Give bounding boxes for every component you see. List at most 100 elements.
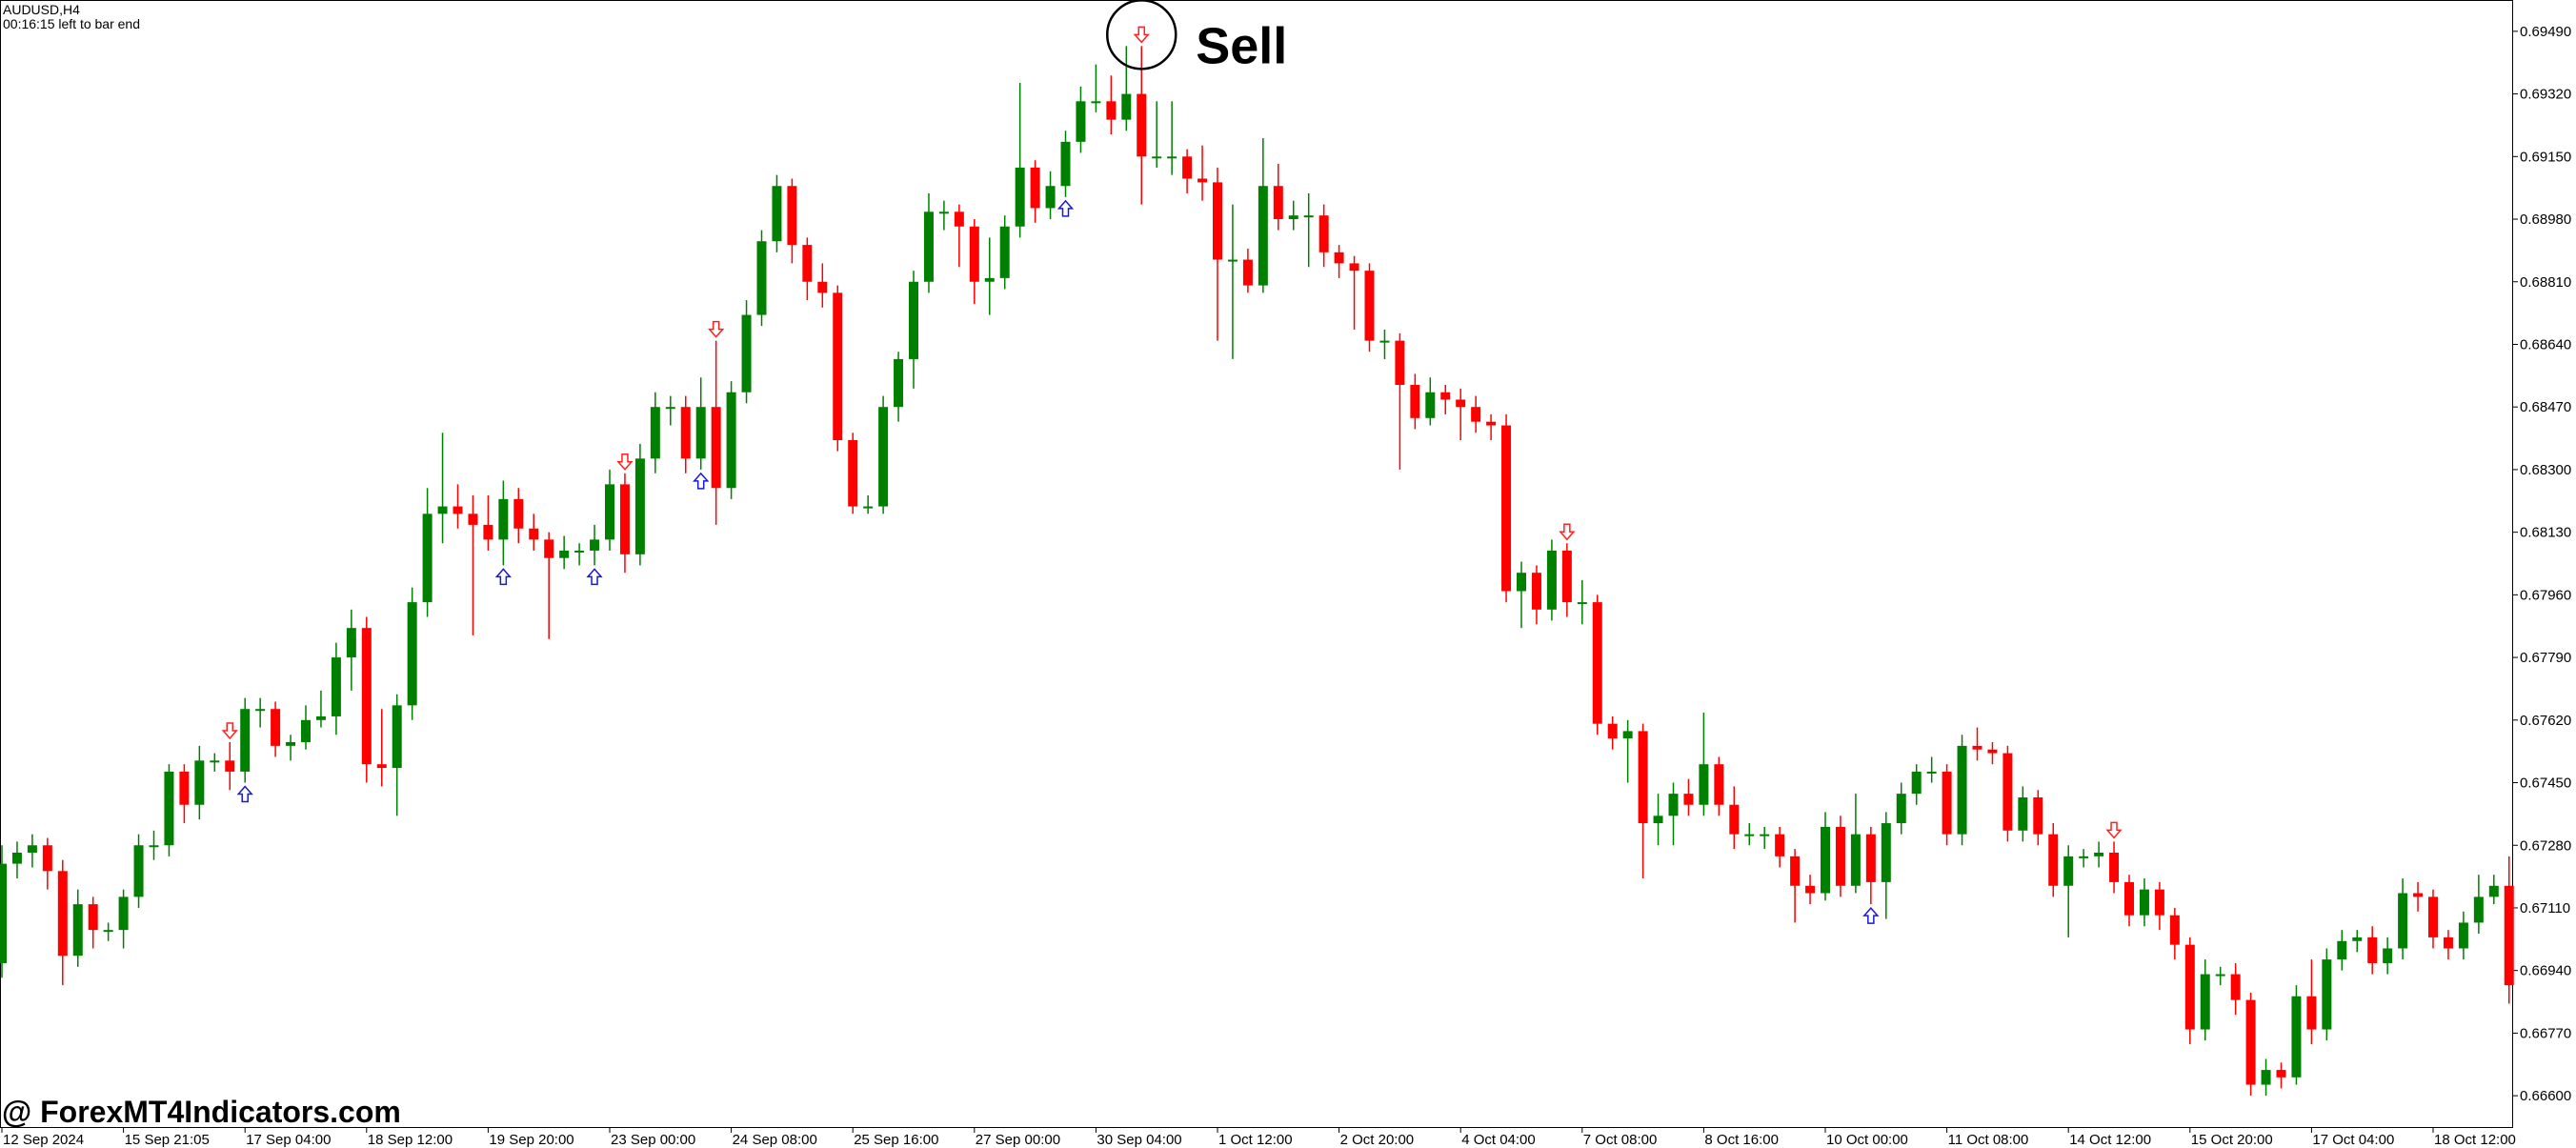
candle-body bbox=[513, 498, 524, 529]
x-tick-label: 11 Oct 08:00 bbox=[1948, 1132, 2029, 1148]
candle-body bbox=[711, 407, 721, 489]
x-tick-label: 15 Sep 21:05 bbox=[125, 1132, 210, 1148]
sell-arrow bbox=[2105, 821, 2123, 839]
candle-body bbox=[103, 930, 113, 933]
sell-arrow bbox=[616, 453, 634, 471]
watermark: @ ForexMT4Indicators.com bbox=[2, 1095, 401, 1129]
y-tick-label: 0.68470 bbox=[2520, 399, 2571, 415]
candle-body bbox=[1106, 101, 1117, 120]
candle-body bbox=[1486, 421, 1497, 426]
candle-body bbox=[802, 245, 813, 282]
candle-body bbox=[619, 484, 630, 554]
candle-body bbox=[680, 407, 691, 459]
sell-arrow bbox=[1133, 26, 1150, 44]
buy-arrow bbox=[1862, 906, 1880, 924]
x-tick-label: 17 Oct 04:00 bbox=[2312, 1132, 2394, 1148]
candle-body bbox=[361, 628, 372, 765]
buy-arrow bbox=[494, 568, 513, 586]
candle-body bbox=[695, 407, 706, 459]
candle-body bbox=[1790, 856, 1801, 886]
candle-body bbox=[741, 314, 752, 393]
y-tick-label: 0.68810 bbox=[2520, 274, 2571, 291]
candle-body bbox=[2398, 893, 2408, 949]
candle-body bbox=[1775, 834, 1785, 856]
buy-arrow bbox=[236, 785, 253, 803]
candle-body bbox=[1607, 723, 1618, 739]
y-tick-label: 0.69320 bbox=[2520, 87, 2571, 103]
buy-arrow bbox=[586, 568, 603, 586]
candle-body bbox=[2230, 974, 2241, 1000]
candle-body bbox=[72, 904, 83, 957]
candle-body bbox=[1167, 156, 1177, 159]
candle-body bbox=[88, 904, 98, 931]
candle-body bbox=[1850, 834, 1861, 886]
candle-body bbox=[346, 628, 356, 658]
candle-body bbox=[1303, 215, 1314, 218]
candle-body bbox=[2169, 915, 2180, 945]
candle-body bbox=[118, 896, 129, 931]
candle-body bbox=[1242, 259, 1253, 286]
candle-body bbox=[984, 277, 995, 282]
candle-body bbox=[726, 392, 736, 489]
candle-body bbox=[1076, 101, 1086, 142]
candle-body bbox=[1288, 215, 1298, 220]
candle-body bbox=[331, 657, 341, 716]
candle-body bbox=[817, 281, 828, 293]
candle-body bbox=[2154, 889, 2164, 916]
candle-body bbox=[453, 506, 463, 514]
annotation-circle bbox=[1106, 0, 1177, 70]
x-tick-label: 8 Oct 16:00 bbox=[1704, 1132, 1779, 1148]
candle-body bbox=[1197, 178, 1208, 183]
candle-body bbox=[894, 358, 904, 408]
candle-body bbox=[1546, 550, 1557, 610]
candle-body bbox=[1152, 156, 1162, 159]
sell-arrow bbox=[1559, 523, 1576, 541]
chart-subtitle: 00:16:15 left to bar end bbox=[3, 16, 140, 31]
candle-body bbox=[1456, 399, 1466, 408]
candle-body bbox=[2291, 996, 2302, 1078]
candle-body bbox=[878, 407, 889, 507]
x-tick-label: 10 Oct 00:00 bbox=[1826, 1132, 1908, 1148]
candle-body bbox=[1471, 407, 1481, 422]
candle-body bbox=[286, 742, 296, 746]
candle-body bbox=[1273, 186, 1283, 220]
candle-body bbox=[848, 439, 858, 507]
x-tick-label: 14 Oct 12:00 bbox=[2069, 1132, 2151, 1148]
candle-body bbox=[756, 241, 767, 315]
candle-body bbox=[422, 514, 433, 603]
candle-body bbox=[1379, 340, 1390, 343]
candle-body bbox=[1531, 573, 1541, 610]
candle-body bbox=[2124, 881, 2134, 916]
candle-body bbox=[2352, 937, 2363, 941]
y-tick-label: 0.69490 bbox=[2520, 24, 2571, 40]
candle-body bbox=[1425, 392, 1436, 418]
x-tick-label: 17 Sep 04:00 bbox=[246, 1132, 331, 1148]
candle-body bbox=[2079, 856, 2089, 858]
candle-body bbox=[529, 528, 539, 540]
annotation-text: Sell bbox=[1196, 17, 1287, 74]
candle-body bbox=[301, 719, 311, 743]
y-tick-label: 0.66770 bbox=[2520, 1025, 2571, 1041]
candle-body bbox=[2033, 796, 2043, 835]
y-tick-label: 0.67450 bbox=[2520, 775, 2571, 792]
candle-body bbox=[969, 226, 979, 282]
x-tick-label: 4 Oct 04:00 bbox=[1461, 1132, 1536, 1148]
candle-body bbox=[392, 705, 402, 769]
candle-body bbox=[164, 771, 174, 846]
candle-body bbox=[1622, 731, 1633, 739]
candle-body bbox=[1334, 252, 1344, 264]
x-tick-label: 2 Oct 20:00 bbox=[1340, 1132, 1415, 1148]
candle-body bbox=[938, 211, 949, 214]
candle-body bbox=[255, 709, 266, 712]
candle-body bbox=[1561, 550, 1572, 603]
candle-body bbox=[1213, 182, 1222, 260]
sell-arrow bbox=[221, 722, 238, 740]
x-tick-label: 25 Sep 16:00 bbox=[854, 1132, 938, 1148]
candle-body bbox=[194, 760, 205, 805]
candle-body bbox=[1972, 745, 1982, 750]
buy-arrow bbox=[693, 472, 710, 490]
candle-body bbox=[1987, 749, 1998, 754]
candle-body bbox=[559, 550, 570, 558]
x-tick-label: 19 Sep 20:00 bbox=[489, 1132, 574, 1148]
candle-body bbox=[42, 845, 52, 872]
